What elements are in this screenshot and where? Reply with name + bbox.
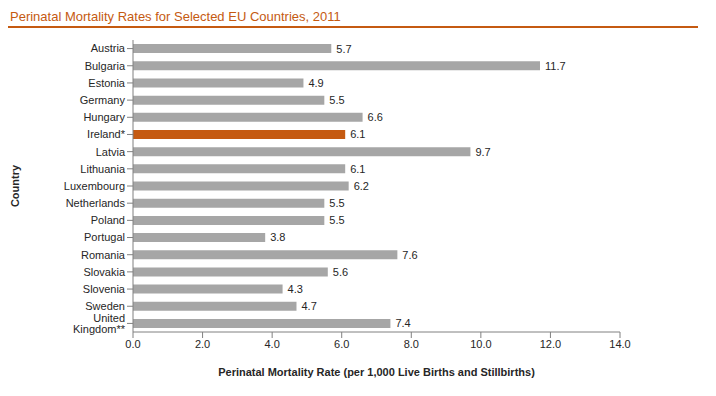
svg-text:4.0: 4.0 xyxy=(264,338,279,350)
svg-text:6.1: 6.1 xyxy=(350,128,365,140)
svg-text:4.3: 4.3 xyxy=(288,283,303,295)
svg-text:Portugal: Portugal xyxy=(84,231,125,243)
svg-text:3.8: 3.8 xyxy=(270,231,285,243)
svg-text:Bulgaria: Bulgaria xyxy=(85,60,126,72)
svg-text:4.7: 4.7 xyxy=(301,300,316,312)
svg-text:Austria: Austria xyxy=(91,42,126,54)
svg-text:5.5: 5.5 xyxy=(329,214,344,226)
html-text:Perinatal Mortality Rates for: Perinatal Mortality Rates for Selected E… xyxy=(10,9,341,24)
svg-text:Luxembourg: Luxembourg xyxy=(64,180,125,192)
svg-text:7.4: 7.4 xyxy=(395,317,410,329)
svg-text:Perinatal Mortality Rate (per: Perinatal Mortality Rate (per 1,000 Live… xyxy=(218,366,535,378)
svg-text:9.7: 9.7 xyxy=(475,146,490,158)
svg-text:0.0: 0.0 xyxy=(125,338,140,350)
svg-text:5.5: 5.5 xyxy=(329,94,344,106)
svg-text:2.0: 2.0 xyxy=(195,338,210,350)
svg-text:Germany: Germany xyxy=(80,94,126,106)
svg-text:5.7: 5.7 xyxy=(336,43,351,55)
svg-text:Latvia: Latvia xyxy=(96,146,126,158)
svg-text:12.0: 12.0 xyxy=(540,338,561,350)
svg-text:Lithuania: Lithuania xyxy=(80,163,126,175)
svg-text:5.6: 5.6 xyxy=(333,266,348,278)
svg-text:4.9: 4.9 xyxy=(308,77,323,89)
svg-text:11.7: 11.7 xyxy=(545,60,566,72)
svg-text:Ireland*: Ireland* xyxy=(87,128,126,140)
svg-text:Romania: Romania xyxy=(81,249,126,261)
svg-text:7.6: 7.6 xyxy=(402,249,417,261)
svg-text:8.0: 8.0 xyxy=(404,338,419,350)
svg-text:14.0: 14.0 xyxy=(609,338,630,350)
svg-text:Netherlands: Netherlands xyxy=(66,197,126,209)
svg-text:Estonia: Estonia xyxy=(88,77,126,89)
svg-text:Slovenia: Slovenia xyxy=(83,283,126,295)
svg-text:6.2: 6.2 xyxy=(354,180,369,192)
svg-text:Sweden: Sweden xyxy=(85,300,125,312)
svg-text:Poland: Poland xyxy=(91,214,125,226)
svg-text:5.5: 5.5 xyxy=(329,197,344,209)
svg-text:6.0: 6.0 xyxy=(334,338,349,350)
svg-text:10.0: 10.0 xyxy=(470,338,491,350)
svg-text:Country: Country xyxy=(9,164,21,207)
svg-text:Hungary: Hungary xyxy=(83,111,125,123)
svg-text:6.1: 6.1 xyxy=(350,163,365,175)
svg-text:Slovakia: Slovakia xyxy=(83,266,125,278)
svg-text:6.6: 6.6 xyxy=(368,111,383,123)
svg-text:UnitedKingdom**: UnitedKingdom** xyxy=(73,312,126,335)
